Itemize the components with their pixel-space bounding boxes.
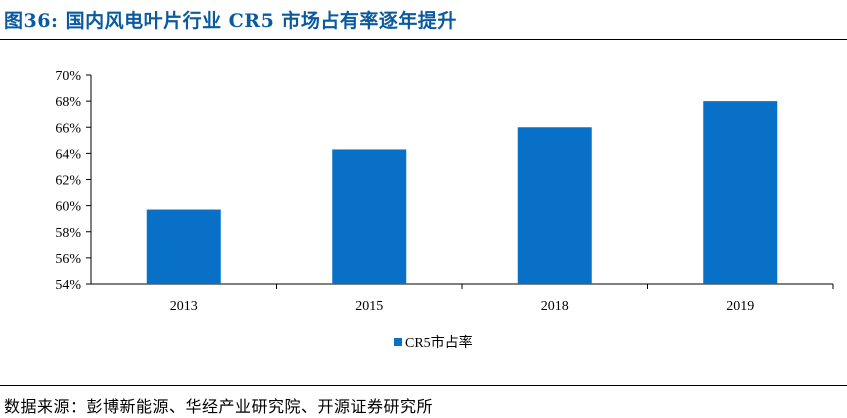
- chart-legend: CR5市占率: [394, 334, 473, 351]
- legend-label: CR5市占率: [405, 334, 473, 351]
- bar-series: [146, 101, 778, 284]
- y-tick-label: 62%: [55, 174, 81, 189]
- title-divider: [0, 39, 847, 40]
- y-tick-label: 56%: [55, 252, 81, 267]
- y-axis-labels: 54% 56% 58% 60% 62% 64% 66% 68% 70%: [55, 69, 81, 293]
- y-tick-label: 68%: [55, 95, 81, 110]
- x-tick-label: 2019: [726, 299, 754, 314]
- legend-swatch: [394, 338, 402, 346]
- figure-source: 数据来源：彭博新能源、华经产业研究院、开源证券研究所: [4, 397, 434, 416]
- y-tick-label: 60%: [55, 200, 81, 215]
- bar-2013: [146, 209, 221, 284]
- y-tick-label: 70%: [55, 69, 81, 84]
- x-axis-labels: 2013 2015 2018 2019: [170, 299, 755, 314]
- x-tick-label: 2013: [170, 299, 198, 314]
- bar-2015: [332, 149, 407, 284]
- y-tick-label: 54%: [55, 278, 81, 293]
- x-tick-label: 2015: [355, 299, 383, 314]
- source-divider: [0, 385, 847, 386]
- figure-title: 图36: 国内风电叶片行业 CR5 市场占有率逐年提升: [4, 10, 457, 32]
- x-tick-label: 2018: [541, 299, 569, 314]
- y-tick-label: 64%: [55, 147, 81, 162]
- bar-2018: [517, 127, 592, 284]
- y-tick-label: 58%: [55, 226, 81, 241]
- y-tick-label: 66%: [55, 121, 81, 136]
- bar-2019: [703, 101, 778, 284]
